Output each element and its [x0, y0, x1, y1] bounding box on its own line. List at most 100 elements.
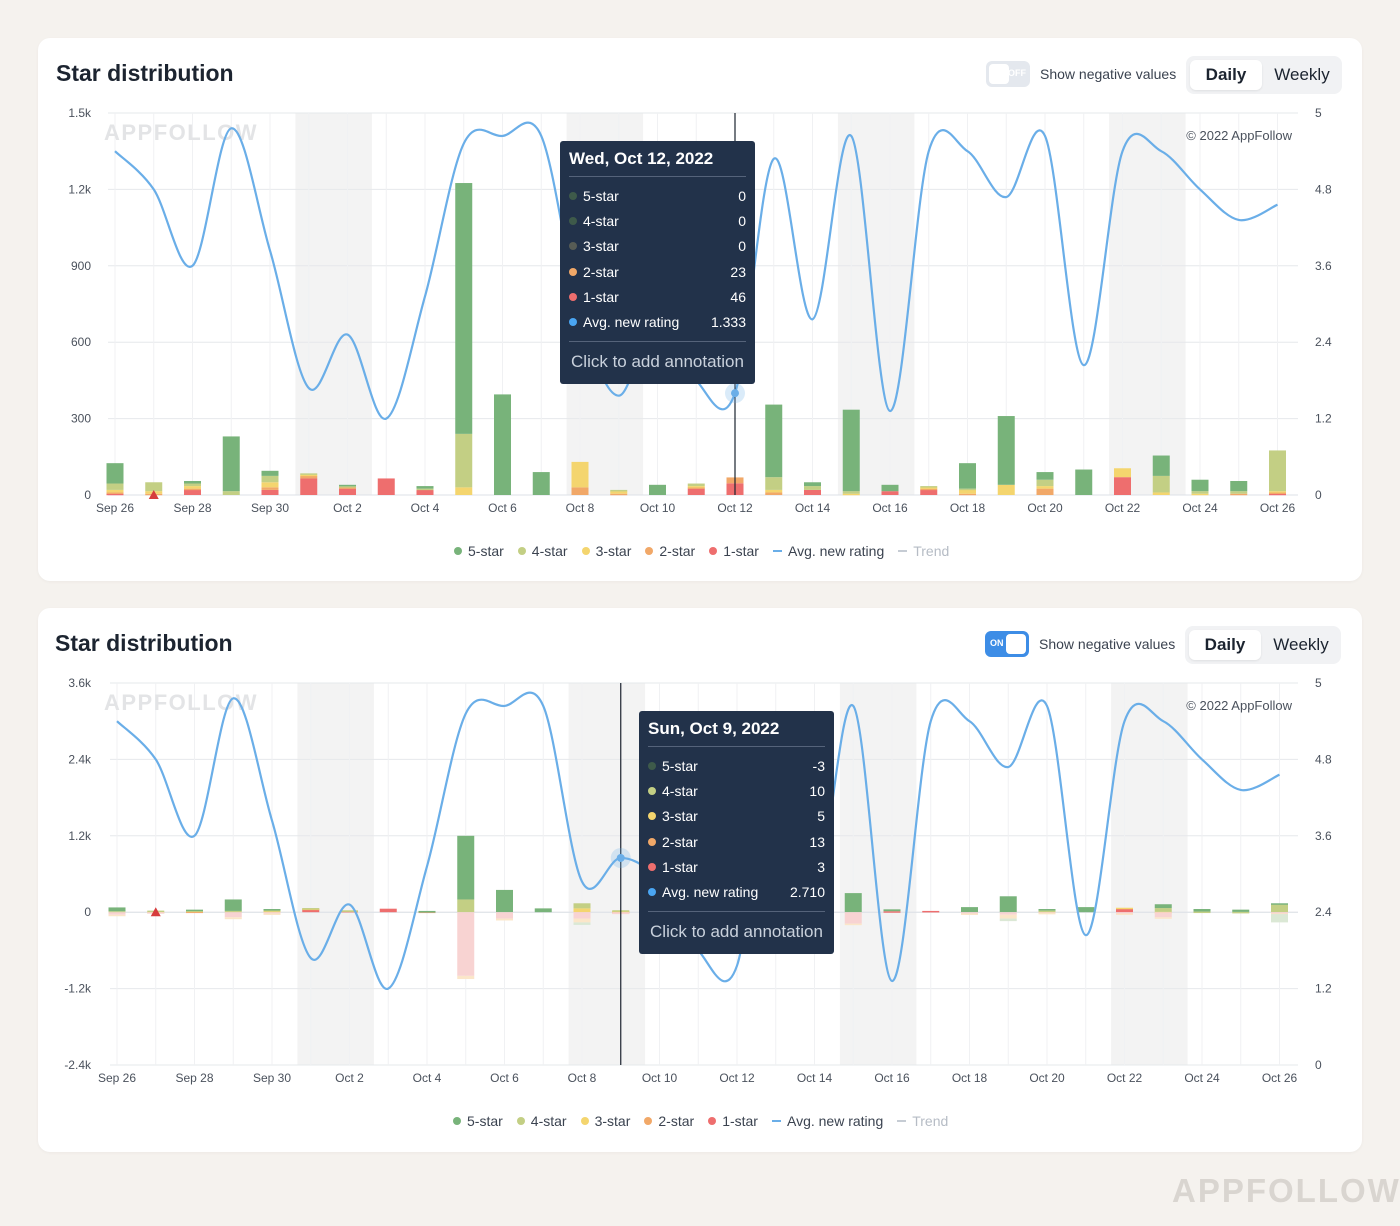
negative-values-label: Show negative values: [1039, 636, 1176, 652]
legend-item[interactable]: 5-star: [454, 543, 504, 559]
legend-item[interactable]: 3-star: [581, 543, 631, 559]
weekly-button[interactable]: Weekly: [1273, 635, 1329, 654]
toggle-knob: [989, 64, 1009, 84]
negative-values-label: Show negative values: [1040, 66, 1177, 82]
negative-bar-segment-2-star: [573, 918, 591, 923]
legend-line-icon: [771, 1120, 781, 1122]
bar-segment-1-star: [881, 491, 899, 495]
legend-item[interactable]: 4-star: [517, 543, 568, 559]
legend-item[interactable]: 3-star: [580, 1113, 631, 1129]
legend-item[interactable]: 2-star: [645, 543, 695, 559]
tooltip-series-label: 2-star: [662, 833, 698, 850]
bar-segment-5-star: [263, 909, 281, 911]
x-tick-label: Oct 10: [642, 1071, 678, 1085]
daily-button[interactable]: Daily: [1189, 630, 1261, 660]
tooltip-series-value: 0: [738, 238, 746, 255]
tooltip-row: 3-star 0: [569, 234, 746, 259]
bar-segment-5-star: [186, 909, 203, 912]
legend-line-icon: [898, 550, 908, 552]
bar-segment-2-star: [184, 488, 201, 491]
tooltip-series-label: 3-star: [662, 808, 698, 825]
negative-bar-segment-2-star: [108, 914, 126, 917]
bar-segment-1-star: [416, 489, 434, 495]
weekly-button[interactable]: Weekly: [1274, 65, 1330, 84]
negative-values-toggle[interactable]: ON: [985, 631, 1029, 657]
x-tick-label: Oct 14: [797, 1071, 833, 1085]
tooltip-series-dot: [569, 292, 577, 301]
negative-bar-segment-1-star: [108, 912, 126, 915]
tooltip-row: 4-star 10: [648, 778, 825, 803]
bar-segment-5-star: [1152, 455, 1170, 476]
negative-bar-segment-2-star: [1116, 913, 1133, 915]
tooltip-series-dot: [648, 786, 656, 795]
bar-segment-4-star: [184, 483, 201, 487]
x-tick-label: Oct 6: [490, 1071, 519, 1085]
tooltip-row-label-group: 4-star: [648, 783, 698, 799]
tooltip-series-label: 2-star: [583, 263, 619, 280]
negative-bar-segment-1-star: [573, 912, 591, 919]
bar-segment-4-star: [263, 909, 281, 912]
tooltip-row: Avg. new rating 2.710: [648, 879, 825, 904]
x-tick-label: Oct 10: [640, 501, 676, 515]
legend-item[interactable]: 1-star: [709, 543, 759, 559]
x-tick-label: Oct 8: [566, 501, 595, 515]
tooltip-series-label: 5-star: [662, 757, 698, 774]
bar-segment-3-star: [1269, 491, 1286, 493]
bar-segment-4-star: [610, 489, 628, 492]
bar-segment-4-star: [1152, 475, 1170, 493]
chart-canvas-2[interactable]: -2.4k -1.2k 0 1.2k 2.4k 3.6k 0 1.2 2.4 3.6 4.8 5 APP…: [38, 608, 1362, 1152]
bar-segment-4-star: [1036, 479, 1054, 487]
tooltip-row: Avg. new rating 1.333: [569, 309, 746, 334]
legend-item[interactable]: 5-star: [453, 1113, 503, 1129]
legend-item[interactable]: Avg. new rating: [771, 1113, 883, 1129]
x-tick-label: Sep 26: [98, 1071, 136, 1085]
legend-item[interactable]: 4-star: [516, 1113, 567, 1129]
bar-segment-5-star: [959, 463, 976, 489]
bar-segment-5-star: [883, 909, 901, 912]
y-tick-label-left: 0: [84, 905, 91, 919]
legend-item[interactable]: 2-star: [644, 1113, 694, 1129]
legend-item[interactable]: 1-star: [708, 1113, 758, 1129]
bar-segment-4-star: [416, 488, 434, 491]
negative-bar-segment-1-star: [263, 912, 281, 914]
bar-segment-1-star: [302, 909, 320, 913]
bar-segment-5-star: [842, 409, 860, 492]
bar-segment-5-star: [1036, 472, 1054, 480]
bar-segment-1-star: [377, 478, 395, 495]
legend-item[interactable]: Avg. new rating: [772, 543, 884, 559]
bar-segment-5-star: [1193, 909, 1211, 912]
tooltip-series-value: 3: [817, 858, 825, 875]
add-annotation-button[interactable]: Click to add annotation: [650, 921, 823, 941]
tooltip-series-dot: [569, 242, 577, 251]
legend-item[interactable]: Trend: [898, 543, 949, 559]
bar-segment-3-star: [571, 461, 589, 488]
y-tick-label-right: 0: [1315, 1058, 1322, 1072]
y-tick-label-right: 4.8: [1315, 752, 1332, 766]
negative-bar-segment-3-star: [999, 918, 1017, 922]
legend-item[interactable]: Trend: [897, 1113, 948, 1129]
weekend-band: [1109, 113, 1186, 495]
negative-bar-segment-2-star: [999, 914, 1017, 919]
bar-segment-2-star: [610, 493, 628, 496]
daily-button[interactable]: Daily: [1190, 60, 1262, 90]
y-tick-label-left: -1.2k: [64, 982, 92, 996]
negative-values-toggle-group: OFF Show negative values: [986, 61, 1176, 87]
y-tick-label-right: 2.4: [1315, 905, 1332, 919]
bar-segment-5-star: [649, 484, 666, 495]
tooltip-series-value: -3: [812, 757, 825, 774]
x-tick-label: Oct 2: [335, 1071, 364, 1085]
bar-segment-5-star: [108, 907, 126, 912]
legend-label: 3-star: [594, 1113, 631, 1129]
tooltip-row-label-group: 3-star: [569, 238, 619, 254]
bar-segment-4-star: [765, 477, 783, 490]
bar-segment-2-star: [1230, 493, 1248, 496]
legend-dot-icon: [453, 1117, 461, 1125]
tooltip-row: 2-star 23: [569, 259, 746, 284]
tooltip-series-label: 1-star: [662, 858, 698, 875]
negative-values-toggle[interactable]: OFF: [986, 61, 1030, 87]
x-tick-label: Oct 20: [1027, 501, 1063, 515]
bar-segment-4-star: [457, 899, 475, 913]
add-annotation-button[interactable]: Click to add annotation: [571, 351, 744, 371]
legend-label: 5-star: [467, 1113, 503, 1129]
legend-dot-icon: [454, 547, 462, 555]
